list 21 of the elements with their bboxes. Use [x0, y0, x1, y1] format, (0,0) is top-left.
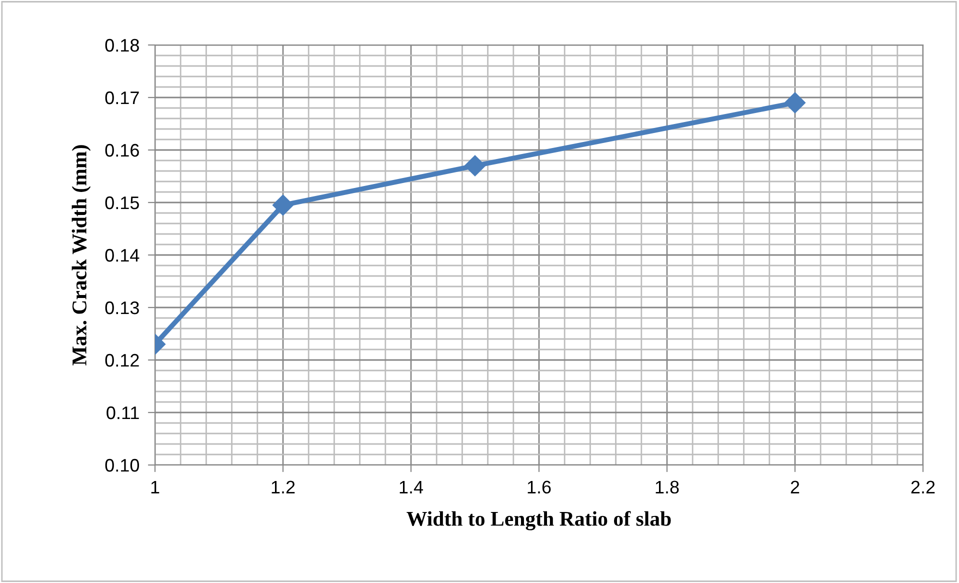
y-axis-title: Max. Crack Width (mm): [72, 145, 91, 366]
y-tick-label: 0.11: [106, 406, 139, 420]
x-tick-label: 1.4: [400, 480, 424, 494]
y-tick-label: 0.13: [105, 301, 139, 314]
x-tick-label: 2.2: [911, 480, 935, 494]
x-tick-label: 1: [151, 480, 160, 494]
point: [464, 155, 486, 176]
x-tick-label: 1.2: [272, 480, 295, 494]
x-tick-label: 1.6: [528, 480, 551, 494]
y-tick-label: 0.17: [105, 91, 139, 104]
point: [272, 194, 294, 216]
y-tick-label: 0.12: [105, 354, 139, 367]
point: [784, 92, 806, 114]
y-tick-label: 0.14: [105, 248, 140, 262]
y-tick-label: 0.15: [105, 196, 139, 210]
x-tick-label: 1.8: [656, 480, 679, 494]
x-axis-title: Width to Length Ratio of slab: [406, 511, 671, 530]
y-tick-label: 0.10: [105, 458, 140, 472]
y-tick-label: 0.18: [105, 38, 139, 52]
y-tick-label: 0.16: [105, 144, 139, 157]
x-tick-label: 2: [790, 480, 800, 494]
